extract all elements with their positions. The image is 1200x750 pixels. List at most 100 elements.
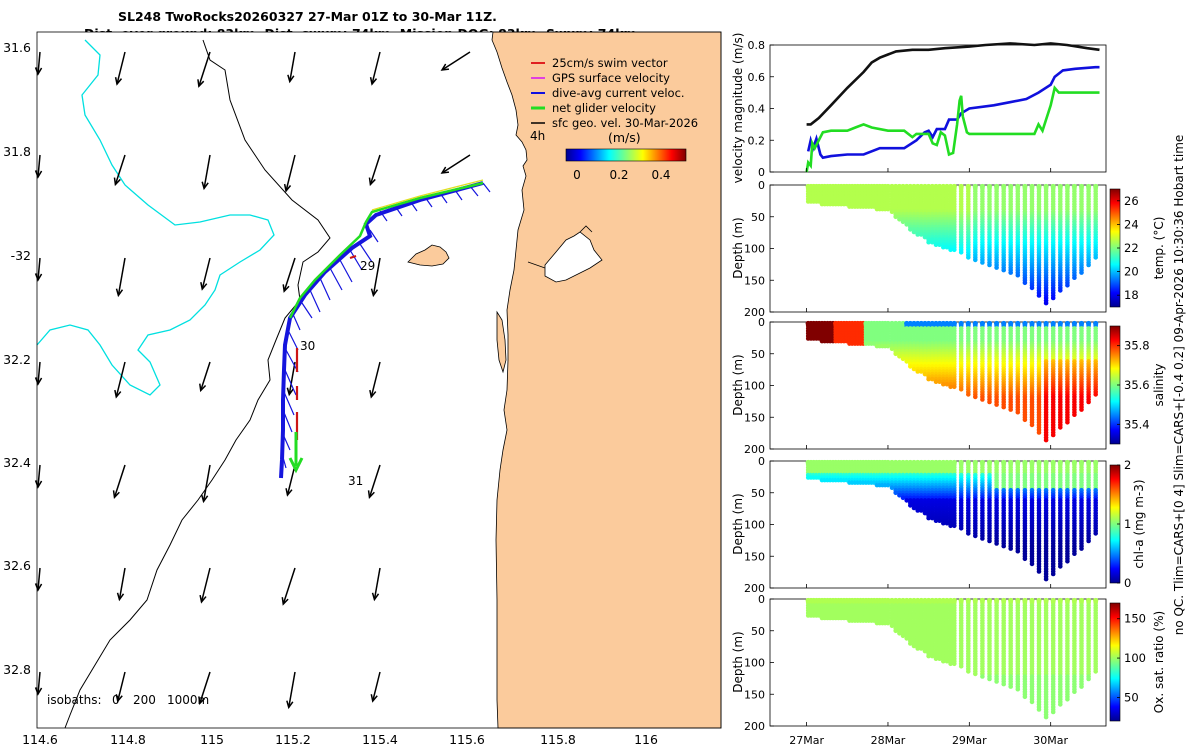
sample-point (915, 232, 920, 237)
isobaths-label: isobaths: (47, 693, 102, 707)
sample-point (1036, 569, 1042, 574)
velocity-arrow (288, 361, 296, 395)
colorbar-tick-label: 22 (1124, 241, 1139, 255)
sample-point (900, 219, 906, 225)
velocity-arrow-head (282, 284, 290, 293)
velocity-arrow-head (116, 592, 125, 602)
sample-point (889, 346, 895, 352)
sample-point (952, 247, 957, 253)
surface-sample-point (972, 183, 978, 190)
map-y-tick-label: 32.8 (3, 662, 31, 677)
sample-point (937, 379, 942, 385)
surface-sample-point (1078, 459, 1085, 466)
velocity-arrow-head (199, 594, 207, 604)
estuary-channel (527, 225, 593, 269)
surface-sample-point (951, 459, 957, 466)
colorbar-tick-label: 26 (1124, 194, 1139, 208)
velocity-arrow (282, 567, 296, 605)
sample-point (952, 384, 957, 390)
velocity-series-line (805, 85, 1100, 173)
sample-point (933, 379, 939, 385)
sample-point (973, 257, 978, 263)
velocity-arrow-head (34, 480, 43, 489)
salinity-samples (805, 320, 1099, 443)
sample-point (944, 381, 950, 387)
isobath-value: 200 (133, 693, 156, 707)
sample-point (1086, 399, 1091, 405)
map-colorbar-tick: 0 (573, 168, 581, 182)
surface-sample-point (1078, 320, 1085, 327)
velocity-arrow (114, 154, 126, 185)
sample-point (994, 402, 999, 407)
surface-sample-point (958, 320, 964, 327)
plot-title-line1: SL248 TwoRocks20260327 27-Mar 01Z to 30-… (118, 9, 497, 24)
velocity-arrow-head (283, 183, 292, 193)
surface-sample-point (893, 183, 899, 190)
surface-sample-point (911, 183, 917, 190)
sample-point (1079, 270, 1084, 275)
legend-net-label: net glider velocity (552, 101, 656, 115)
surface-sample-point (1001, 183, 1007, 190)
map-frame (36, 31, 722, 729)
velocity-arrow-head (201, 181, 209, 191)
colorbar-tick-label: 35.8 (1124, 339, 1150, 353)
colorbar-tick-label: 24 (1124, 217, 1139, 231)
velocity-arrow-head (114, 77, 123, 86)
surface-sample-point (915, 320, 921, 327)
surface-sample-point (948, 320, 954, 327)
sample-point (1022, 280, 1028, 286)
surface-sample-point (1015, 459, 1021, 466)
surface-sample-point (889, 183, 895, 190)
surface-sample-point (904, 320, 910, 327)
surface-sample-point (1015, 183, 1021, 190)
sample-point (1072, 551, 1077, 556)
surface-sample-point (979, 320, 986, 327)
velocity-arrow-head (34, 687, 43, 696)
velocity-y-tick-label: 0.2 (748, 134, 766, 147)
surface-sample-point (1071, 320, 1077, 327)
temperature-ylabel: Depth (m) (731, 217, 745, 278)
colorbar-tick-label: 0 (1124, 576, 1131, 590)
sample-point (987, 538, 992, 544)
surface-sample-point (972, 459, 978, 466)
surface-sample-point (918, 320, 924, 327)
surface-sample-point (979, 183, 986, 190)
map-colorbar-tick: 0.4 (651, 168, 670, 182)
map-colorbar-tick: 0.2 (609, 168, 628, 182)
velocity-arrow (288, 671, 296, 708)
depth-tick-label: 50 (751, 487, 765, 500)
velocity-arrow-head (113, 177, 121, 187)
day-label: 30 (300, 339, 315, 353)
velocity-y-tick-label: 0.6 (748, 71, 766, 84)
velocity-ylabel: velocity magnitude (m/s) (731, 33, 745, 184)
velocity-arrow (373, 567, 381, 600)
rottnest-island (407, 244, 450, 267)
velocity-arrow (116, 51, 126, 85)
map-legend: 25cm/s swim vector GPS surface velocity … (531, 56, 698, 130)
sample-point (1036, 293, 1042, 298)
sample-point (1050, 295, 1056, 301)
chlorophyll-ylabel: Depth (m) (731, 493, 745, 554)
velocity-arrow (286, 464, 296, 496)
velocity-arrow (370, 361, 381, 398)
isobath-value: 0 (112, 693, 120, 707)
sample-point (1086, 262, 1091, 268)
sample-point (1029, 422, 1035, 428)
sample-point (930, 239, 935, 245)
isobath-value: 1000m (167, 693, 209, 707)
sample-point (911, 366, 917, 372)
sample-point (980, 536, 985, 541)
velocity-arrow-head (369, 389, 377, 399)
sample-point (1043, 437, 1049, 443)
legend-gps-label: GPS surface velocity (552, 71, 670, 85)
legend-sfc-label: sfc geo. vel. 30-Mar-2026 (552, 116, 698, 130)
velocity-series-line (806, 42, 1100, 126)
sample-point (1058, 425, 1063, 430)
surface-sample-point (940, 183, 946, 190)
velocity-arrow-head (285, 488, 293, 497)
sample-point (919, 232, 924, 237)
surface-sample-point (1050, 183, 1056, 190)
surface-sample-point (972, 320, 978, 327)
velocity-arrow (371, 51, 381, 85)
